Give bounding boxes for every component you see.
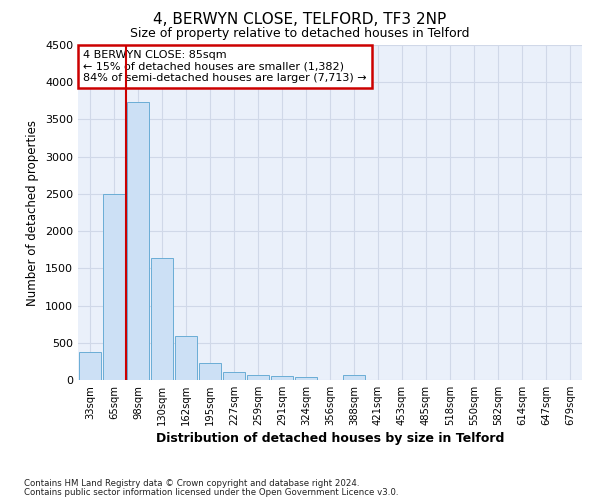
Bar	[199, 363, 221, 380]
Bar	[271, 376, 293, 380]
Bar	[247, 375, 269, 380]
Text: 4 BERWYN CLOSE: 85sqm
← 15% of detached houses are smaller (1,382)
84% of semi-d: 4 BERWYN CLOSE: 85sqm ← 15% of detached …	[83, 50, 367, 83]
Bar	[127, 102, 149, 380]
Text: Size of property relative to detached houses in Telford: Size of property relative to detached ho…	[130, 28, 470, 40]
Bar	[295, 377, 317, 380]
Bar	[175, 336, 197, 380]
Bar	[79, 352, 101, 380]
Bar	[151, 258, 173, 380]
Text: Contains public sector information licensed under the Open Government Licence v3: Contains public sector information licen…	[24, 488, 398, 497]
Bar	[103, 194, 125, 380]
X-axis label: Distribution of detached houses by size in Telford: Distribution of detached houses by size …	[156, 432, 504, 445]
Text: 4, BERWYN CLOSE, TELFORD, TF3 2NP: 4, BERWYN CLOSE, TELFORD, TF3 2NP	[154, 12, 446, 28]
Text: Contains HM Land Registry data © Crown copyright and database right 2024.: Contains HM Land Registry data © Crown c…	[24, 479, 359, 488]
Y-axis label: Number of detached properties: Number of detached properties	[26, 120, 40, 306]
Bar	[223, 372, 245, 380]
Bar	[343, 375, 365, 380]
